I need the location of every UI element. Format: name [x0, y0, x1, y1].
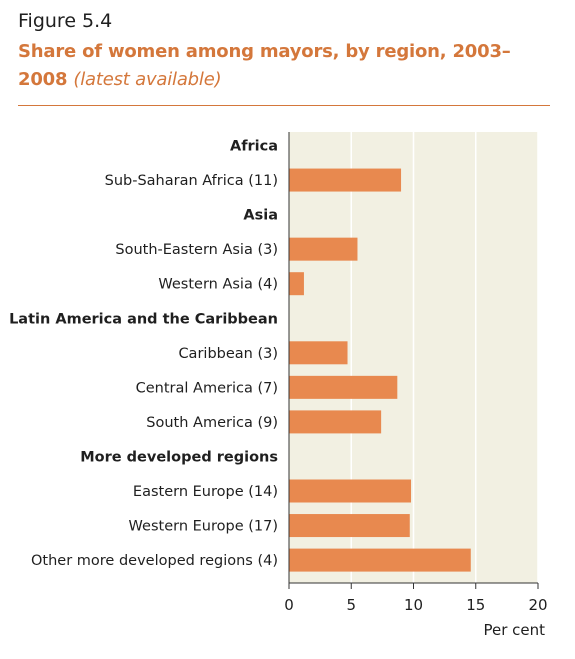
- figure-title: Share of women among mayors, by region, …: [18, 38, 558, 94]
- group-header-label: Africa: [230, 139, 278, 155]
- category-label: Caribbean (3): [178, 346, 278, 362]
- bar: [289, 479, 412, 503]
- x-tick-label: 10: [404, 596, 423, 614]
- figure-header: Figure 5.4 Share of women among mayors, …: [18, 8, 558, 94]
- figure-title-text: Share of women among mayors, by region, …: [18, 41, 511, 90]
- figure-label: Figure 5.4: [18, 10, 113, 32]
- category-label: Sub-Saharan Africa (11): [105, 173, 278, 189]
- bar: [289, 168, 402, 192]
- category-label: South America (9): [146, 415, 278, 431]
- category-label: Western Asia (4): [158, 277, 278, 293]
- x-tick-label: 15: [466, 596, 485, 614]
- bar: [289, 272, 304, 296]
- bar: [289, 410, 382, 434]
- header-rule: [18, 105, 550, 106]
- category-label: South-Eastern Asia (3): [115, 242, 278, 258]
- bar: [289, 341, 348, 365]
- x-tick-label: 0: [284, 596, 294, 614]
- category-label: Western Europe (17): [129, 519, 278, 535]
- x-tick-label: 20: [528, 596, 547, 614]
- bar: [289, 514, 410, 538]
- x-tick-label: 5: [346, 596, 356, 614]
- category-label: Central America (7): [136, 380, 278, 396]
- group-header-label: Latin America and the Caribbean: [9, 311, 278, 327]
- group-header-label: Asia: [243, 208, 278, 224]
- bar: [289, 237, 358, 261]
- figure-subtitle: (latest available): [73, 69, 222, 90]
- bar: [289, 375, 398, 399]
- category-label: Other more developed regions (4): [31, 553, 278, 569]
- x-axis-label: Per cent: [483, 621, 545, 639]
- bar: [289, 548, 471, 572]
- group-header-label: More developed regions: [80, 449, 278, 465]
- category-label: Eastern Europe (14): [133, 484, 278, 500]
